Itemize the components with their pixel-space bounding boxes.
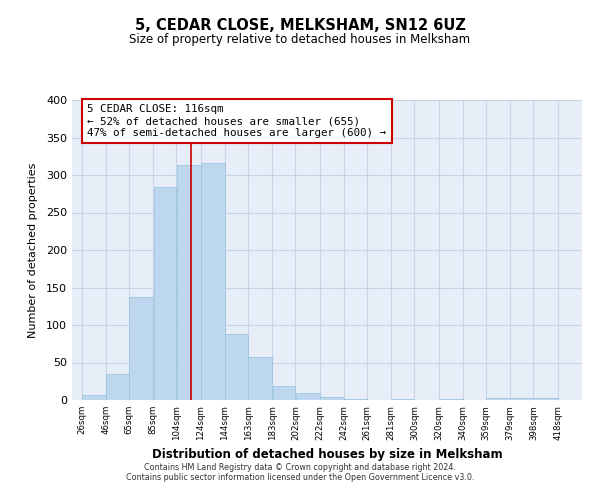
Bar bbox=[82, 395, 106, 400]
Text: Contains public sector information licensed under the Open Government Licence v3: Contains public sector information licen… bbox=[126, 474, 474, 482]
X-axis label: Distribution of detached houses by size in Melksham: Distribution of detached houses by size … bbox=[152, 448, 502, 461]
Bar bbox=[106, 374, 129, 400]
Text: Contains HM Land Registry data © Crown copyright and database right 2024.: Contains HM Land Registry data © Crown c… bbox=[144, 464, 456, 472]
Bar bbox=[439, 399, 463, 400]
Bar bbox=[392, 398, 414, 400]
Y-axis label: Number of detached properties: Number of detached properties bbox=[28, 162, 38, 338]
Text: Size of property relative to detached houses in Melksham: Size of property relative to detached ho… bbox=[130, 32, 470, 46]
Bar bbox=[154, 187, 176, 400]
Text: 5 CEDAR CLOSE: 116sqm
← 52% of detached houses are smaller (655)
47% of semi-det: 5 CEDAR CLOSE: 116sqm ← 52% of detached … bbox=[88, 104, 386, 138]
Bar bbox=[344, 398, 367, 400]
Bar bbox=[225, 334, 248, 400]
Bar bbox=[486, 398, 557, 400]
Text: 5, CEDAR CLOSE, MELKSHAM, SN12 6UZ: 5, CEDAR CLOSE, MELKSHAM, SN12 6UZ bbox=[134, 18, 466, 32]
Bar bbox=[320, 397, 344, 400]
Bar bbox=[176, 165, 200, 400]
Bar bbox=[272, 386, 295, 400]
Bar bbox=[296, 393, 320, 400]
Bar bbox=[248, 357, 272, 400]
Bar bbox=[129, 296, 153, 400]
Bar bbox=[201, 163, 225, 400]
